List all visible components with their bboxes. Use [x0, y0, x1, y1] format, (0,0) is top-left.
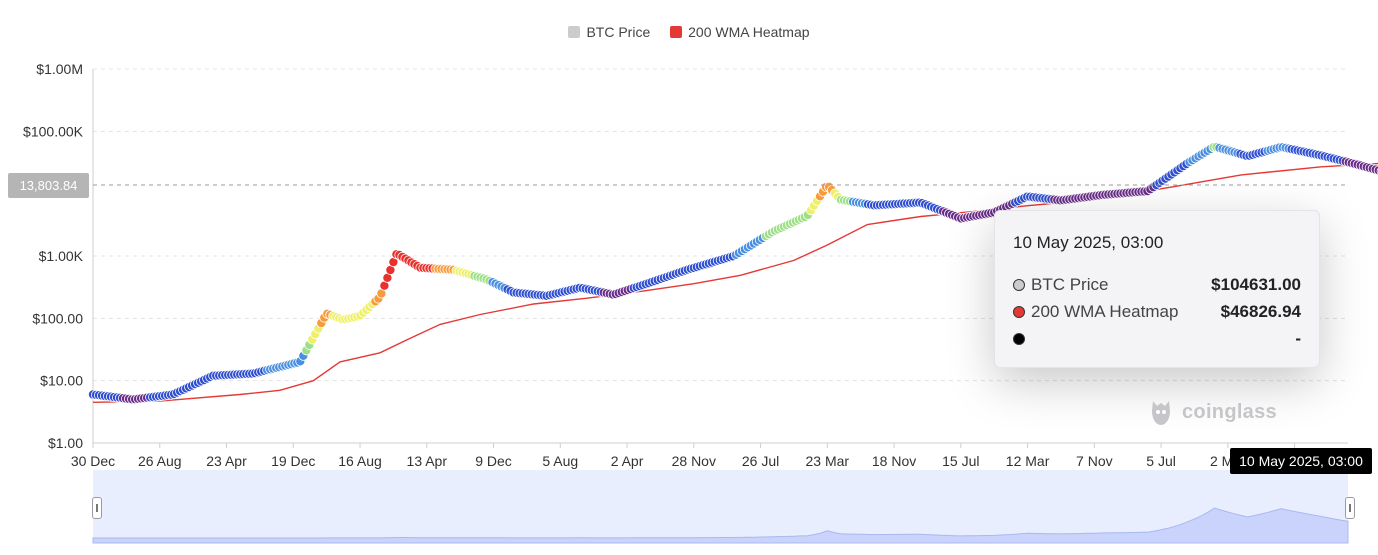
x-tick-label: 2 Apr: [611, 453, 644, 469]
legend-label-200-wma: 200 WMA Heatmap: [688, 24, 810, 40]
navigator-background: [93, 470, 1348, 543]
legend-swatch-btc-price: [568, 26, 581, 38]
x-tick-label: 13 Apr: [407, 453, 448, 469]
coinglass-logo-icon: [1152, 401, 1170, 425]
y-tick-label: $100.00: [32, 310, 83, 326]
y-tick-label: $10.00: [40, 373, 83, 389]
navigator-left-handle[interactable]: [92, 497, 102, 519]
watermark-text: coinglass: [1182, 400, 1277, 423]
x-tick-label: 5 Jul: [1146, 453, 1176, 469]
chart-tooltip: 10 May 2025, 03:00 BTC Price $104631.00 …: [994, 210, 1320, 368]
tooltip-dot-empty: [1013, 332, 1025, 345]
tooltip-title: 10 May 2025, 03:00: [1013, 233, 1164, 252]
legend-swatch-200-wma: [670, 26, 683, 38]
x-tick-label: 16 Aug: [338, 453, 382, 469]
x-tick-label: 18 Nov: [872, 453, 916, 469]
axis-layer: $1.00 $10.00 $100.00 $1.00K $100.00K $1.00M 30…: [23, 61, 1348, 469]
legend-item-200-wma[interactable]: 200 WMA Heatmap: [670, 24, 810, 40]
tooltip-row-btc-price: BTC Price $104631.00: [1013, 271, 1301, 298]
x-tick-label: 7 Nov: [1076, 453, 1113, 469]
x-tick-label: 28 Nov: [672, 453, 716, 469]
tooltip-row-empty: -: [1013, 325, 1301, 352]
x-tick-label: 23 Mar: [806, 453, 850, 469]
tooltip-name-200-wma: 200 WMA Heatmap: [1031, 301, 1179, 321]
y-tick-label: $1.00M: [36, 61, 83, 77]
heatmap-dots: [88, 142, 1378, 405]
tooltip-row-200-wma: 200 WMA Heatmap $46826.94: [1013, 298, 1301, 325]
tooltip-name-btc-price: BTC Price: [1031, 274, 1109, 294]
chart-legend: BTC Price 200 WMA Heatmap: [0, 24, 1378, 41]
tooltip-value-btc-price: $104631.00: [1211, 274, 1301, 294]
crosshair-price-label: 13,803.84: [8, 173, 89, 198]
y-tick-label: $1.00: [48, 435, 83, 451]
coinglass-watermark: coinglass: [1148, 397, 1277, 427]
wma-200-line: [92, 162, 1378, 403]
tooltip-value-200-wma: $46826.94: [1220, 301, 1301, 321]
crosshair-date-label: 10 May 2025, 03:00: [1230, 448, 1372, 474]
x-tick-label: 26 Jul: [742, 453, 779, 469]
tooltip-dot-btc-price: [1013, 278, 1025, 291]
x-tick-label: 26 Aug: [138, 453, 182, 469]
x-tick-label: 15 Jul: [942, 453, 979, 469]
navigator-right-handle[interactable]: [1345, 497, 1355, 519]
legend-item-btc-price[interactable]: BTC Price: [568, 24, 650, 40]
x-tick-label: 23 Apr: [206, 453, 247, 469]
x-tick-label: 19 Dec: [271, 453, 315, 469]
tooltip-value-empty: -: [1295, 328, 1301, 348]
crosshair: [93, 184, 1348, 186]
x-tick-label: 30 Dec: [71, 453, 115, 469]
navigator[interactable]: [92, 470, 1349, 544]
legend-label-btc-price: BTC Price: [586, 24, 651, 40]
x-tick-label: 12 Mar: [1006, 453, 1050, 469]
y-tick-label: $100.00K: [23, 123, 84, 139]
x-tick-label: 9 Dec: [475, 453, 512, 469]
x-tick-label: 5 Aug: [542, 453, 578, 469]
tooltip-dot-200-wma: [1013, 305, 1025, 318]
y-tick-label: $1.00K: [39, 248, 84, 264]
navigator-area: [92, 507, 1349, 544]
